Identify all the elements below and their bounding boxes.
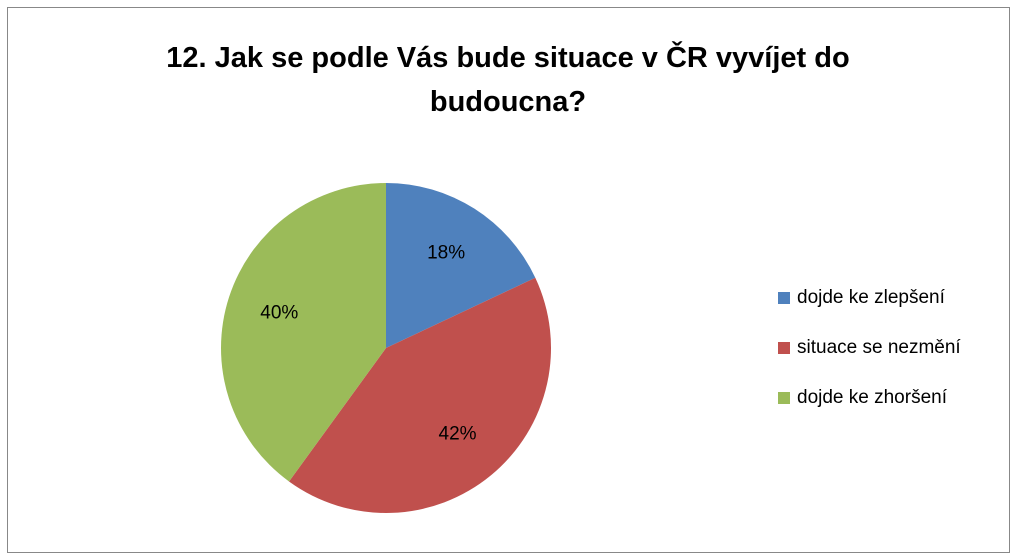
data-label: 40%	[260, 302, 298, 323]
legend-label: situace se nezmění	[797, 337, 961, 358]
data-label: 18%	[427, 242, 465, 263]
legend-label: dojde ke zlepšení	[797, 287, 946, 308]
pie-slice	[221, 183, 386, 482]
chart-title: 12. Jak se podle Vás bude situace v ČR v…	[166, 42, 850, 118]
legend-swatch	[778, 292, 790, 304]
pie-slice	[289, 277, 551, 513]
legend-label: dojde ke zhoršení	[797, 387, 948, 408]
data-label: 42%	[439, 423, 477, 444]
legend-swatch	[778, 392, 790, 404]
pie-slice	[386, 183, 536, 348]
legend-swatch	[778, 342, 790, 354]
